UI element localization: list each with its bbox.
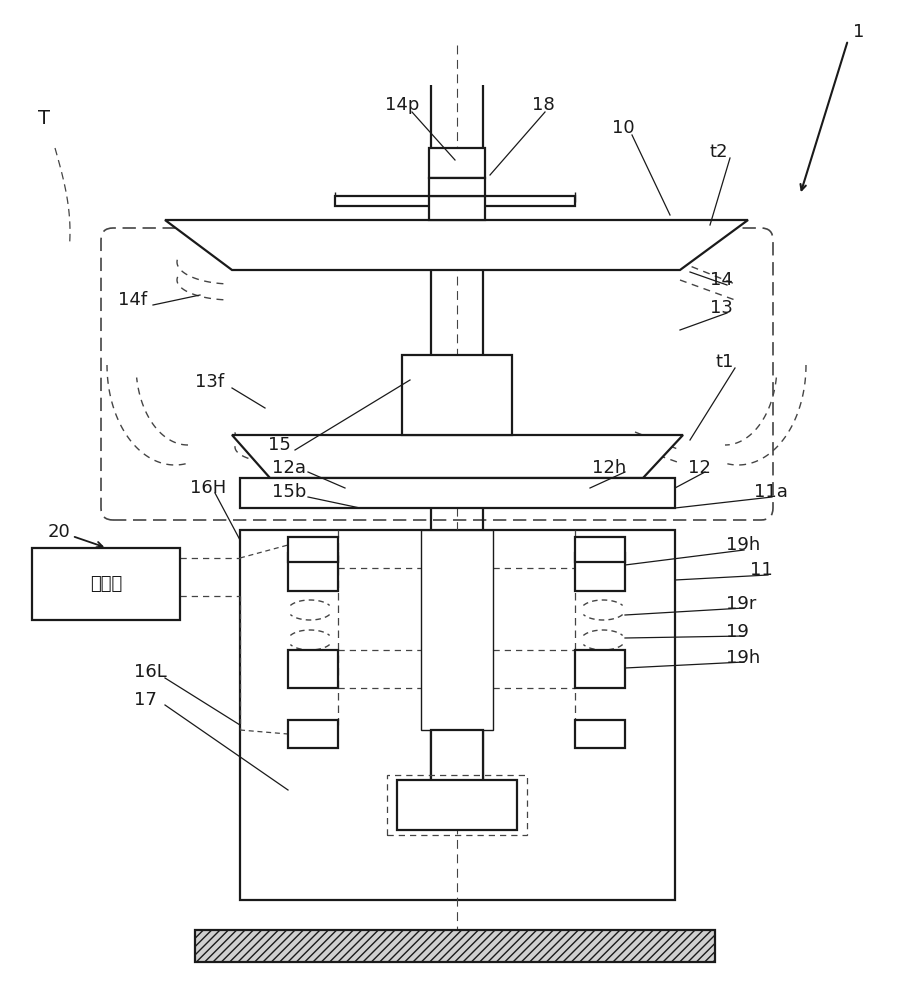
Bar xyxy=(402,355,512,435)
Text: 15b: 15b xyxy=(272,483,307,501)
Bar xyxy=(431,730,483,810)
Bar xyxy=(288,537,338,562)
Text: 控制部: 控制部 xyxy=(90,575,122,593)
Bar xyxy=(429,148,485,178)
Bar xyxy=(397,780,517,830)
Bar xyxy=(575,537,625,562)
Text: 14: 14 xyxy=(710,271,732,289)
Bar xyxy=(429,178,485,196)
Bar xyxy=(288,553,338,591)
Text: 1: 1 xyxy=(853,23,864,41)
Bar xyxy=(240,478,675,508)
Bar xyxy=(240,530,675,900)
Text: 14f: 14f xyxy=(118,291,147,309)
Text: 18: 18 xyxy=(532,96,555,114)
Bar xyxy=(575,720,625,748)
Bar xyxy=(335,196,575,206)
Text: 11: 11 xyxy=(750,561,773,579)
Text: T: T xyxy=(38,108,50,127)
Text: t1: t1 xyxy=(716,353,734,371)
Text: 19: 19 xyxy=(726,623,749,641)
Text: 12: 12 xyxy=(688,459,711,477)
Bar xyxy=(195,930,715,962)
Text: 13f: 13f xyxy=(195,373,224,391)
Text: 19h: 19h xyxy=(726,649,760,667)
Text: 14p: 14p xyxy=(385,96,419,114)
Text: 16L: 16L xyxy=(134,663,167,681)
Text: t2: t2 xyxy=(710,143,729,161)
Bar xyxy=(421,530,493,730)
Bar xyxy=(288,650,338,688)
Text: 16H: 16H xyxy=(190,479,226,497)
Text: 12a: 12a xyxy=(272,459,306,477)
Text: 10: 10 xyxy=(612,119,635,137)
Bar xyxy=(575,650,625,688)
Text: 15: 15 xyxy=(268,436,290,454)
Polygon shape xyxy=(165,220,748,270)
Polygon shape xyxy=(232,435,683,478)
Bar xyxy=(429,196,485,220)
Text: 20: 20 xyxy=(48,523,70,541)
Bar xyxy=(32,548,180,620)
Text: 13: 13 xyxy=(710,299,732,317)
Text: 12h: 12h xyxy=(592,459,626,477)
Bar xyxy=(288,720,338,748)
Text: 19r: 19r xyxy=(726,595,757,613)
Text: 17: 17 xyxy=(134,691,157,709)
Bar xyxy=(387,775,527,835)
Text: 11a: 11a xyxy=(754,483,787,501)
Bar xyxy=(575,553,625,591)
Text: 19h: 19h xyxy=(726,536,760,554)
